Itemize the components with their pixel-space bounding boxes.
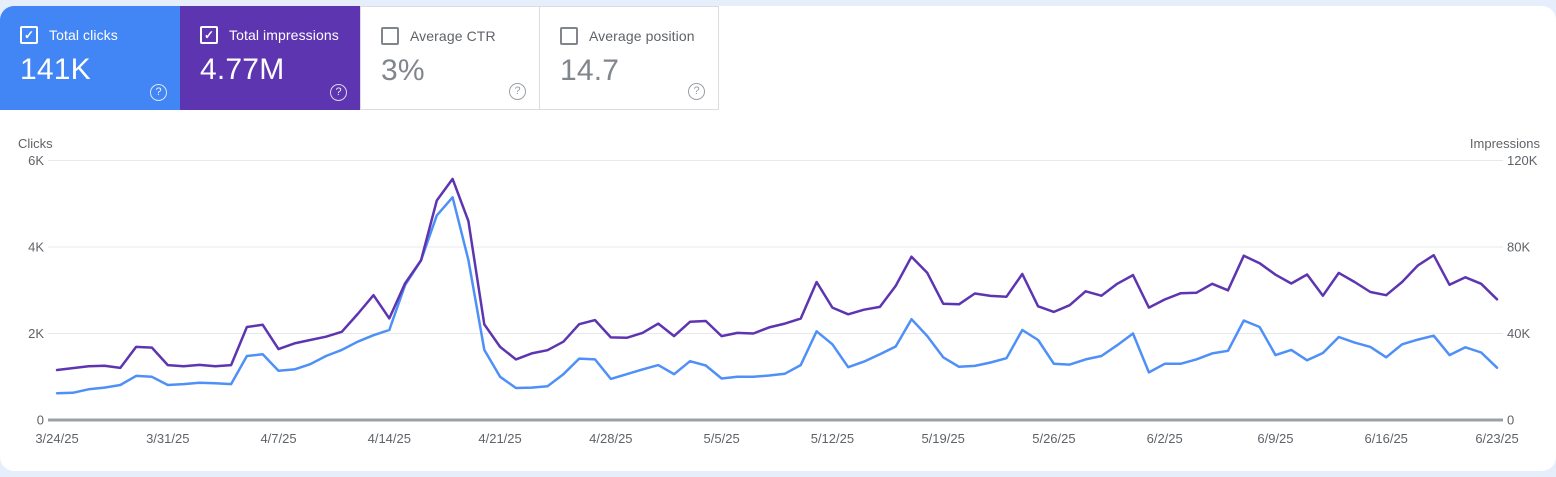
x-axis-tick: 5/19/25	[921, 431, 964, 446]
x-axis-tick: 4/21/25	[478, 431, 521, 446]
help-icon[interactable]: ?	[330, 84, 347, 101]
card-label: Total impressions	[229, 27, 339, 43]
help-icon[interactable]: ?	[150, 84, 167, 101]
x-axis-tick: 6/16/25	[1365, 431, 1408, 446]
card-average-position[interactable]: Average position 14.7 ?	[539, 6, 719, 110]
card-label: Total clicks	[49, 27, 118, 43]
left-axis-tick: 0	[37, 413, 44, 428]
left-axis-title: Clicks	[18, 136, 53, 151]
left-axis-tick: 6K	[28, 153, 44, 168]
right-axis-tick: 40K	[1507, 326, 1530, 341]
x-axis-tick: 4/7/25	[260, 431, 296, 446]
right-axis-title: Impressions	[1470, 136, 1541, 151]
card-header: Average CTR	[381, 27, 525, 45]
card-label: Average CTR	[410, 28, 496, 44]
x-axis-tick: 3/31/25	[146, 431, 189, 446]
checkbox-total-impressions[interactable]: ✓	[200, 26, 218, 44]
x-axis-tick: 4/14/25	[368, 431, 411, 446]
card-header: ✓ Total impressions	[200, 26, 346, 44]
performance-panel: ✓ Total clicks 141K ? ✓ Total impression…	[0, 6, 1556, 471]
left-axis-tick: 2K	[28, 326, 44, 341]
left-axis-tick: 4K	[28, 240, 44, 255]
performance-chart[interactable]: 0 0 2K 40K 4K 80K 6K 120K Clicks Impressions 3/24/…	[0, 130, 1556, 460]
x-axis-tick: 6/9/25	[1257, 431, 1293, 446]
x-axis-tick: 3/24/25	[35, 431, 78, 446]
x-axis-tick: 6/2/25	[1147, 431, 1183, 446]
x-axis-tick: 5/26/25	[1032, 431, 1075, 446]
help-icon[interactable]: ?	[688, 83, 705, 100]
impressions-line	[55, 177, 1499, 372]
card-label: Average position	[589, 28, 695, 44]
help-icon[interactable]: ?	[509, 83, 526, 100]
card-value: 4.77M	[200, 53, 285, 86]
chart-area: 0 0 2K 40K 4K 80K 6K 120K Clicks Impressions 3/24/…	[0, 130, 1556, 465]
card-value: 3%	[381, 54, 425, 87]
checkbox-average-ctr[interactable]	[381, 27, 399, 45]
card-header: ✓ Total clicks	[20, 26, 166, 44]
check-icon: ✓	[23, 28, 35, 42]
check-icon: ✓	[203, 28, 215, 42]
x-axis-tick: 4/28/25	[589, 431, 632, 446]
card-average-ctr[interactable]: Average CTR 3% ?	[360, 6, 540, 110]
checkbox-average-position[interactable]	[560, 27, 578, 45]
metric-cards: ✓ Total clicks 141K ? ✓ Total impression…	[0, 6, 1556, 110]
right-axis-tick: 80K	[1507, 240, 1530, 255]
card-total-clicks[interactable]: ✓ Total clicks 141K ?	[0, 6, 180, 110]
card-value: 14.7	[560, 54, 620, 87]
x-axis-tick: 5/12/25	[811, 431, 854, 446]
card-total-impressions[interactable]: ✓ Total impressions 4.77M ?	[180, 6, 360, 110]
x-axis-tick: 5/5/25	[704, 431, 740, 446]
checkbox-total-clicks[interactable]: ✓	[20, 26, 38, 44]
x-axis-tick: 6/23/25	[1475, 431, 1518, 446]
clicks-line	[55, 196, 1499, 395]
card-value: 141K	[20, 53, 91, 86]
right-axis-tick: 0	[1507, 413, 1514, 428]
card-header: Average position	[560, 27, 704, 45]
right-axis-tick: 120K	[1507, 153, 1538, 168]
